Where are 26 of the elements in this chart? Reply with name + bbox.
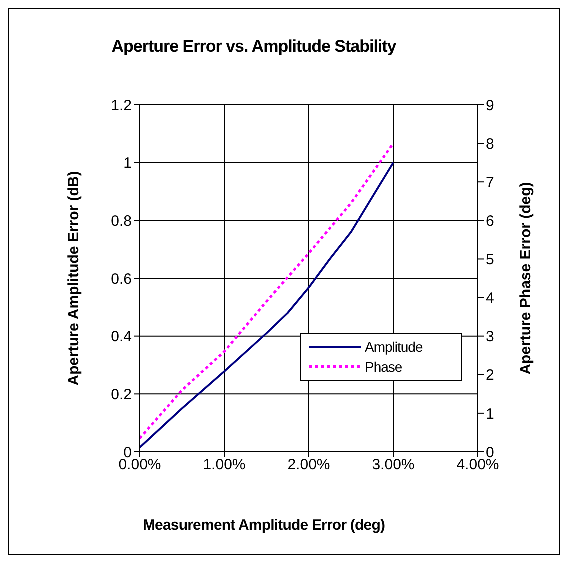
y-tick-label: 0.6	[111, 270, 132, 288]
y2-tick-label: 4	[486, 290, 494, 308]
y2-tick-label: 9	[486, 97, 494, 114]
y2-tick-label: 3	[486, 328, 494, 346]
y2-tick-label: 8	[486, 136, 494, 153]
y2-tick-label: 2	[486, 367, 494, 384]
y-tick-label: 1.2	[111, 97, 132, 114]
y2-tick-label: 7	[486, 174, 494, 192]
y-axis-title: Aperture Amplitude Error (dB)	[65, 171, 82, 386]
y2-tick-label: 1	[486, 406, 494, 423]
y-tick-label: 0.8	[111, 212, 132, 230]
x-axis-title: Measurement Amplitude Error (deg)	[142, 517, 386, 534]
y2-tick-label: 5	[486, 252, 494, 269]
y2-tick-label: 6	[486, 212, 494, 230]
x-tick-label: 2.00%	[288, 456, 330, 474]
x-tick-label: 0.00%	[118, 456, 162, 474]
y-tick-label: 0.4	[111, 328, 132, 346]
legend-label: Amplitude	[365, 339, 423, 355]
x-tick-label: 1.00%	[203, 456, 246, 474]
legend-label: Phase	[365, 359, 402, 375]
x-tick-label: 3.00%	[372, 456, 415, 474]
y-tick-label: 0.2	[111, 386, 132, 404]
x-tick-label: 4.00%	[456, 456, 500, 474]
y-tick-label: 1	[124, 155, 132, 172]
y2-axis-title: Aperture Phase Error (deg)	[517, 182, 534, 375]
chart-title: Aperture Error vs. Amplitude Stability	[110, 37, 398, 57]
